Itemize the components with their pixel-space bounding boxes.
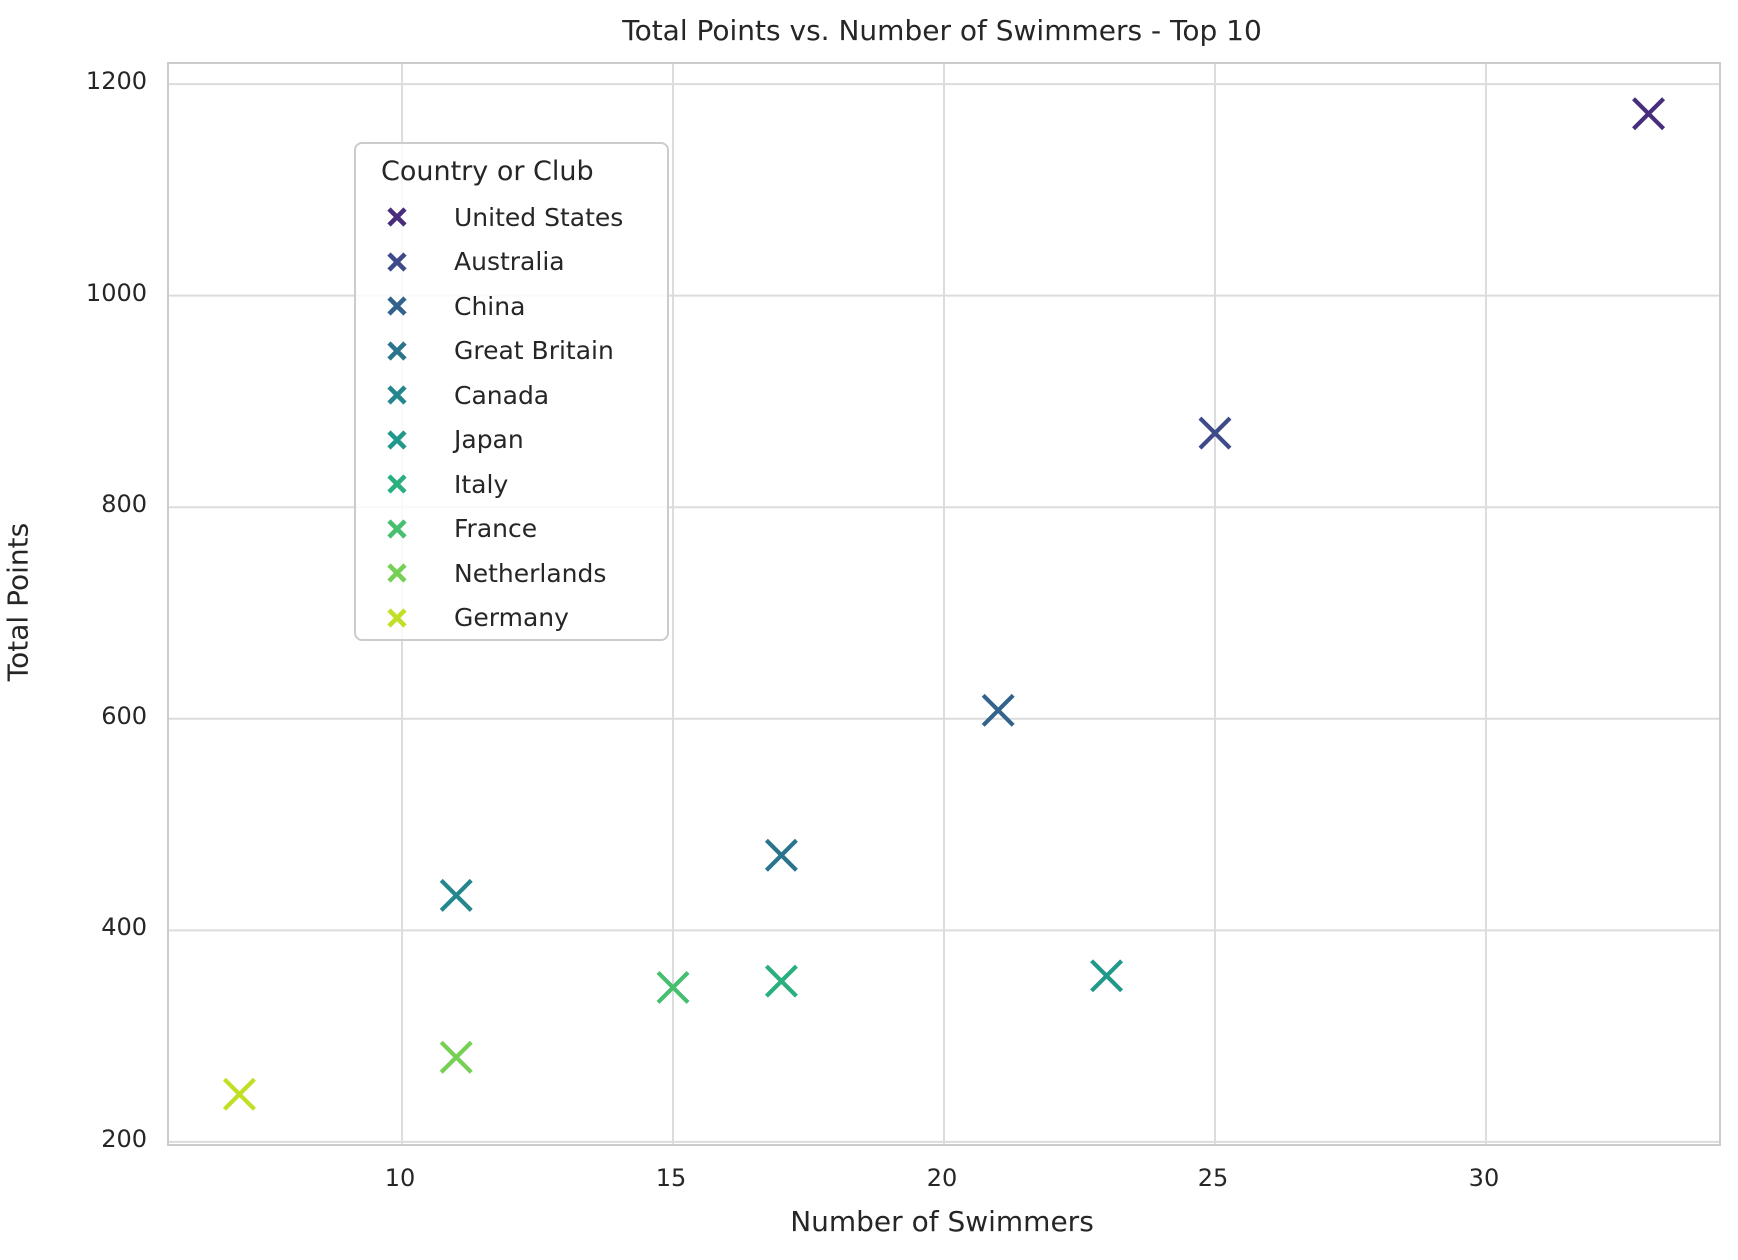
x-marker-icon — [387, 608, 407, 628]
legend-items: United States Australia China Great Britain… — [356, 195, 667, 640]
x-tick-label-20: 20 — [926, 1164, 958, 1192]
legend-item-united-states: United States — [356, 195, 667, 240]
y-tick-label-1200: 1200 — [85, 67, 147, 96]
legend-item-italy: Italy — [356, 462, 667, 507]
x-marker-icon — [387, 430, 407, 450]
legend-item-germany: Germany — [356, 596, 667, 641]
data-point-japan — [1090, 959, 1124, 993]
legend-title: Country or Club — [381, 156, 594, 187]
x-axis-label: Number of Swimmers — [790, 1205, 1094, 1238]
x-marker-icon — [387, 519, 407, 539]
data-point-italy — [764, 964, 798, 998]
x-marker-icon — [387, 296, 407, 316]
data-point-netherlands — [439, 1040, 473, 1074]
scatter-plot-canvas — [169, 64, 1719, 1144]
data-point-great-britain — [764, 838, 798, 872]
y-tick-label-1000: 1000 — [85, 278, 147, 307]
legend-item-netherlands: Netherlands — [356, 551, 667, 596]
chart-title: Total Points vs. Number of Swimmers - To… — [622, 14, 1262, 47]
data-point-united-states — [1632, 97, 1666, 131]
legend-label: China — [454, 291, 526, 321]
x-tick-label-10: 10 — [384, 1164, 416, 1192]
legend-item-france: France — [356, 507, 667, 552]
y-axis-label: Total Points — [1, 522, 35, 682]
legend-item-great-britain: Great Britain — [356, 329, 667, 374]
x-marker-icon — [387, 385, 407, 405]
x-tick-label-15: 15 — [655, 1164, 687, 1192]
legend-label: Great Britain — [454, 336, 614, 366]
legend-label: Germany — [454, 603, 569, 633]
y-tick-label-800: 800 — [101, 490, 147, 519]
legend: Country or Club United States Australia Ch… — [354, 142, 669, 641]
legend-label: Japan — [454, 425, 524, 455]
data-point-canada — [439, 878, 473, 912]
legend-item-canada: Canada — [356, 373, 667, 418]
legend-item-china: China — [356, 284, 667, 329]
legend-label: France — [454, 514, 538, 544]
x-tick-label-30: 30 — [1468, 1164, 1500, 1192]
x-marker-icon — [387, 563, 407, 583]
data-point-germany — [222, 1077, 256, 1111]
x-tick-label-25: 25 — [1197, 1164, 1229, 1192]
legend-item-australia: Australia — [356, 240, 667, 285]
legend-label: Netherlands — [454, 558, 607, 588]
y-tick-label-200: 200 — [101, 1124, 147, 1153]
data-point-china — [981, 693, 1015, 727]
legend-label: Canada — [454, 380, 550, 410]
legend-label: United States — [454, 202, 624, 232]
data-point-australia — [1198, 416, 1232, 450]
data-point-france — [656, 970, 690, 1004]
legend-label: Italy — [454, 469, 509, 499]
x-marker-icon — [387, 341, 407, 361]
y-tick-label-400: 400 — [101, 913, 147, 942]
legend-label: Australia — [454, 247, 565, 277]
x-marker-icon — [387, 252, 407, 272]
y-tick-label-600: 600 — [101, 701, 147, 730]
x-marker-icon — [387, 474, 407, 494]
plot-area: Country or Club United States Australia Ch… — [167, 62, 1721, 1146]
legend-item-japan: Japan — [356, 418, 667, 463]
x-marker-icon — [387, 207, 407, 227]
